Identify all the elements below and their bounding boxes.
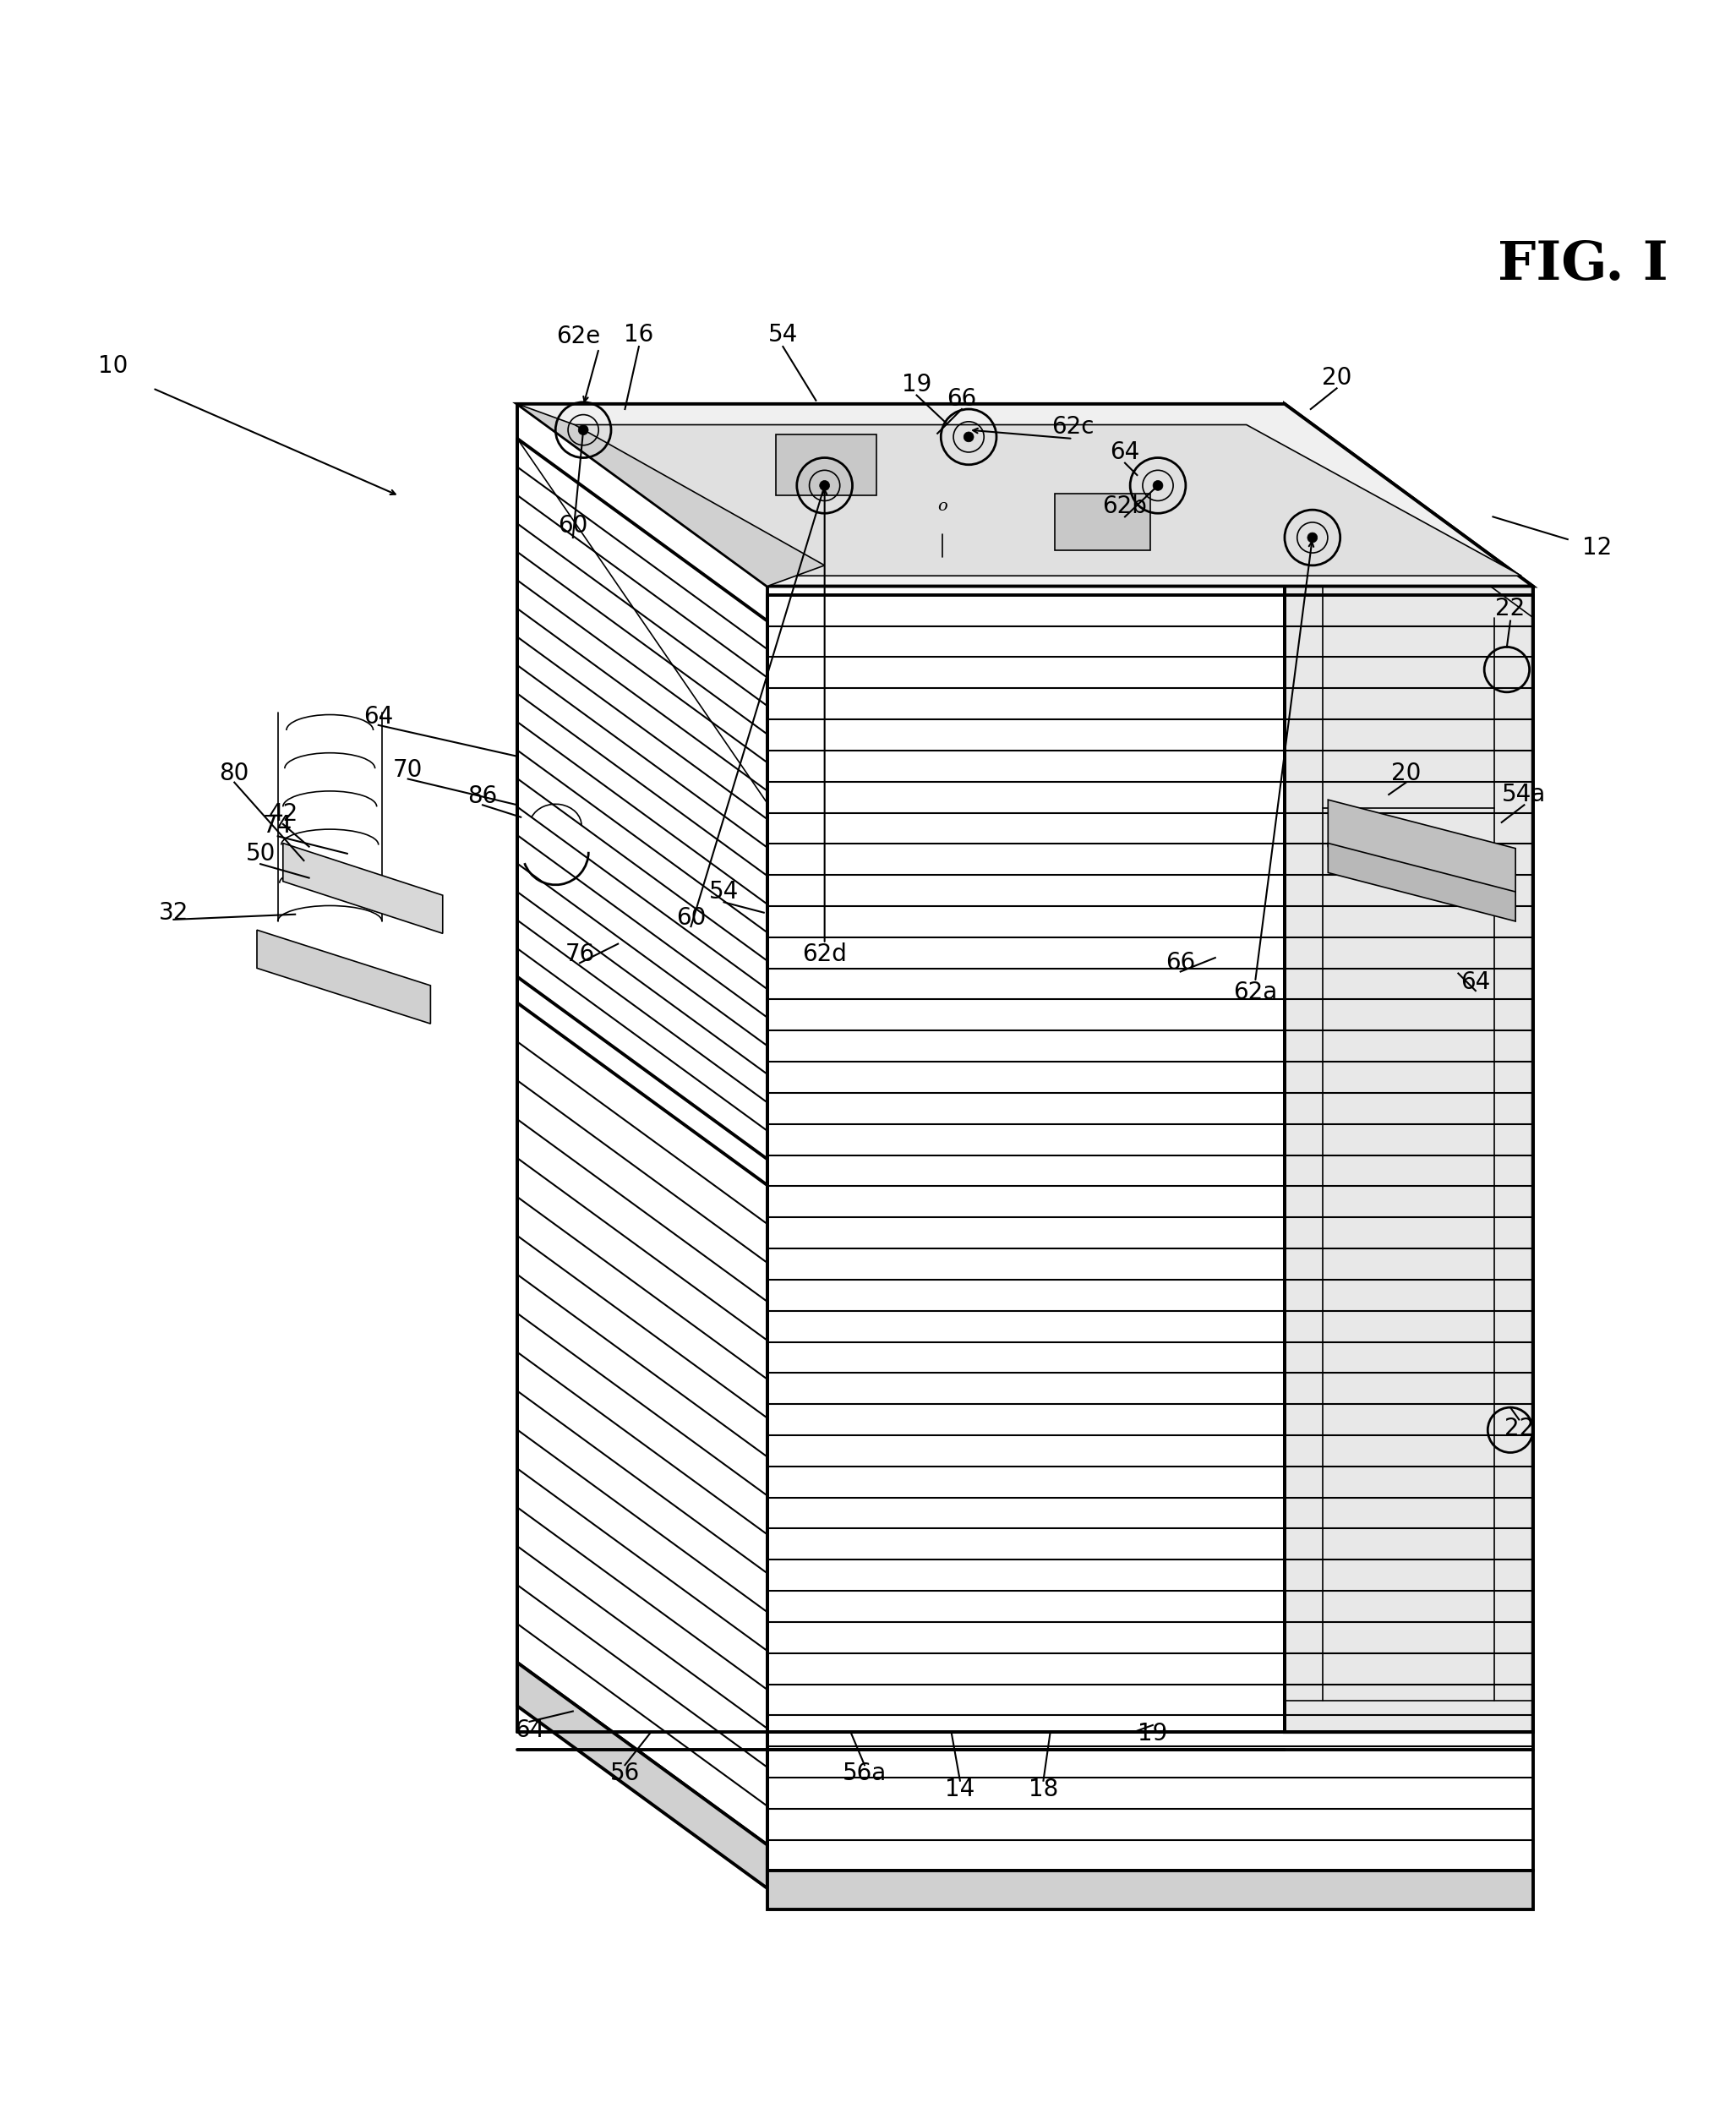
Text: 54: 54 [708, 879, 740, 904]
Text: FIG. I: FIG. I [1498, 240, 1668, 290]
Text: 62d: 62d [802, 942, 847, 965]
Text: 64: 64 [514, 1718, 545, 1741]
Polygon shape [556, 425, 1521, 576]
Text: 70: 70 [392, 759, 424, 782]
Text: 86: 86 [467, 784, 498, 808]
Text: 62b: 62b [1102, 494, 1147, 517]
Polygon shape [517, 404, 825, 587]
Text: 64: 64 [1460, 969, 1491, 995]
Text: 66: 66 [1165, 951, 1196, 976]
Text: 66: 66 [946, 387, 977, 410]
Text: 64: 64 [1109, 442, 1141, 465]
Text: o: o [937, 498, 948, 513]
Text: 50: 50 [245, 841, 276, 866]
Polygon shape [1054, 494, 1149, 551]
Text: 16: 16 [623, 322, 654, 347]
Text: 10: 10 [97, 353, 128, 379]
Polygon shape [1328, 843, 1516, 921]
Text: 62e: 62e [556, 324, 601, 347]
Circle shape [963, 431, 974, 442]
Text: 20: 20 [1321, 366, 1352, 389]
Text: 12: 12 [1581, 536, 1613, 559]
Text: 62c: 62c [1052, 414, 1094, 437]
Text: 19: 19 [1137, 1722, 1168, 1745]
Circle shape [578, 425, 589, 435]
Text: 80: 80 [219, 761, 250, 787]
Text: 54: 54 [767, 322, 799, 347]
Text: 14: 14 [944, 1777, 976, 1800]
Circle shape [1307, 532, 1318, 543]
Polygon shape [767, 1872, 1533, 1910]
Text: 56a: 56a [842, 1762, 887, 1785]
Text: 74: 74 [262, 814, 293, 837]
Polygon shape [776, 435, 877, 494]
Polygon shape [257, 930, 431, 1024]
Text: 20: 20 [1391, 761, 1422, 787]
Text: 42: 42 [267, 801, 299, 826]
Circle shape [1153, 479, 1163, 490]
Text: 76: 76 [564, 942, 595, 965]
Circle shape [819, 479, 830, 490]
Text: 56: 56 [609, 1762, 641, 1785]
Text: 64: 64 [363, 705, 394, 728]
Text: 62a: 62a [1233, 980, 1278, 1005]
Text: 60: 60 [557, 513, 589, 536]
Text: 22: 22 [1503, 1417, 1535, 1441]
Text: 19: 19 [901, 372, 932, 397]
Text: 32: 32 [158, 900, 189, 925]
Polygon shape [1328, 799, 1516, 896]
Text: 54a: 54a [1502, 782, 1547, 805]
Polygon shape [517, 1663, 767, 1888]
Polygon shape [517, 404, 1533, 587]
Polygon shape [1285, 404, 1533, 1733]
Text: 22: 22 [1495, 597, 1526, 620]
Text: 60: 60 [675, 906, 707, 930]
Polygon shape [283, 843, 443, 934]
Text: 18: 18 [1028, 1777, 1059, 1800]
